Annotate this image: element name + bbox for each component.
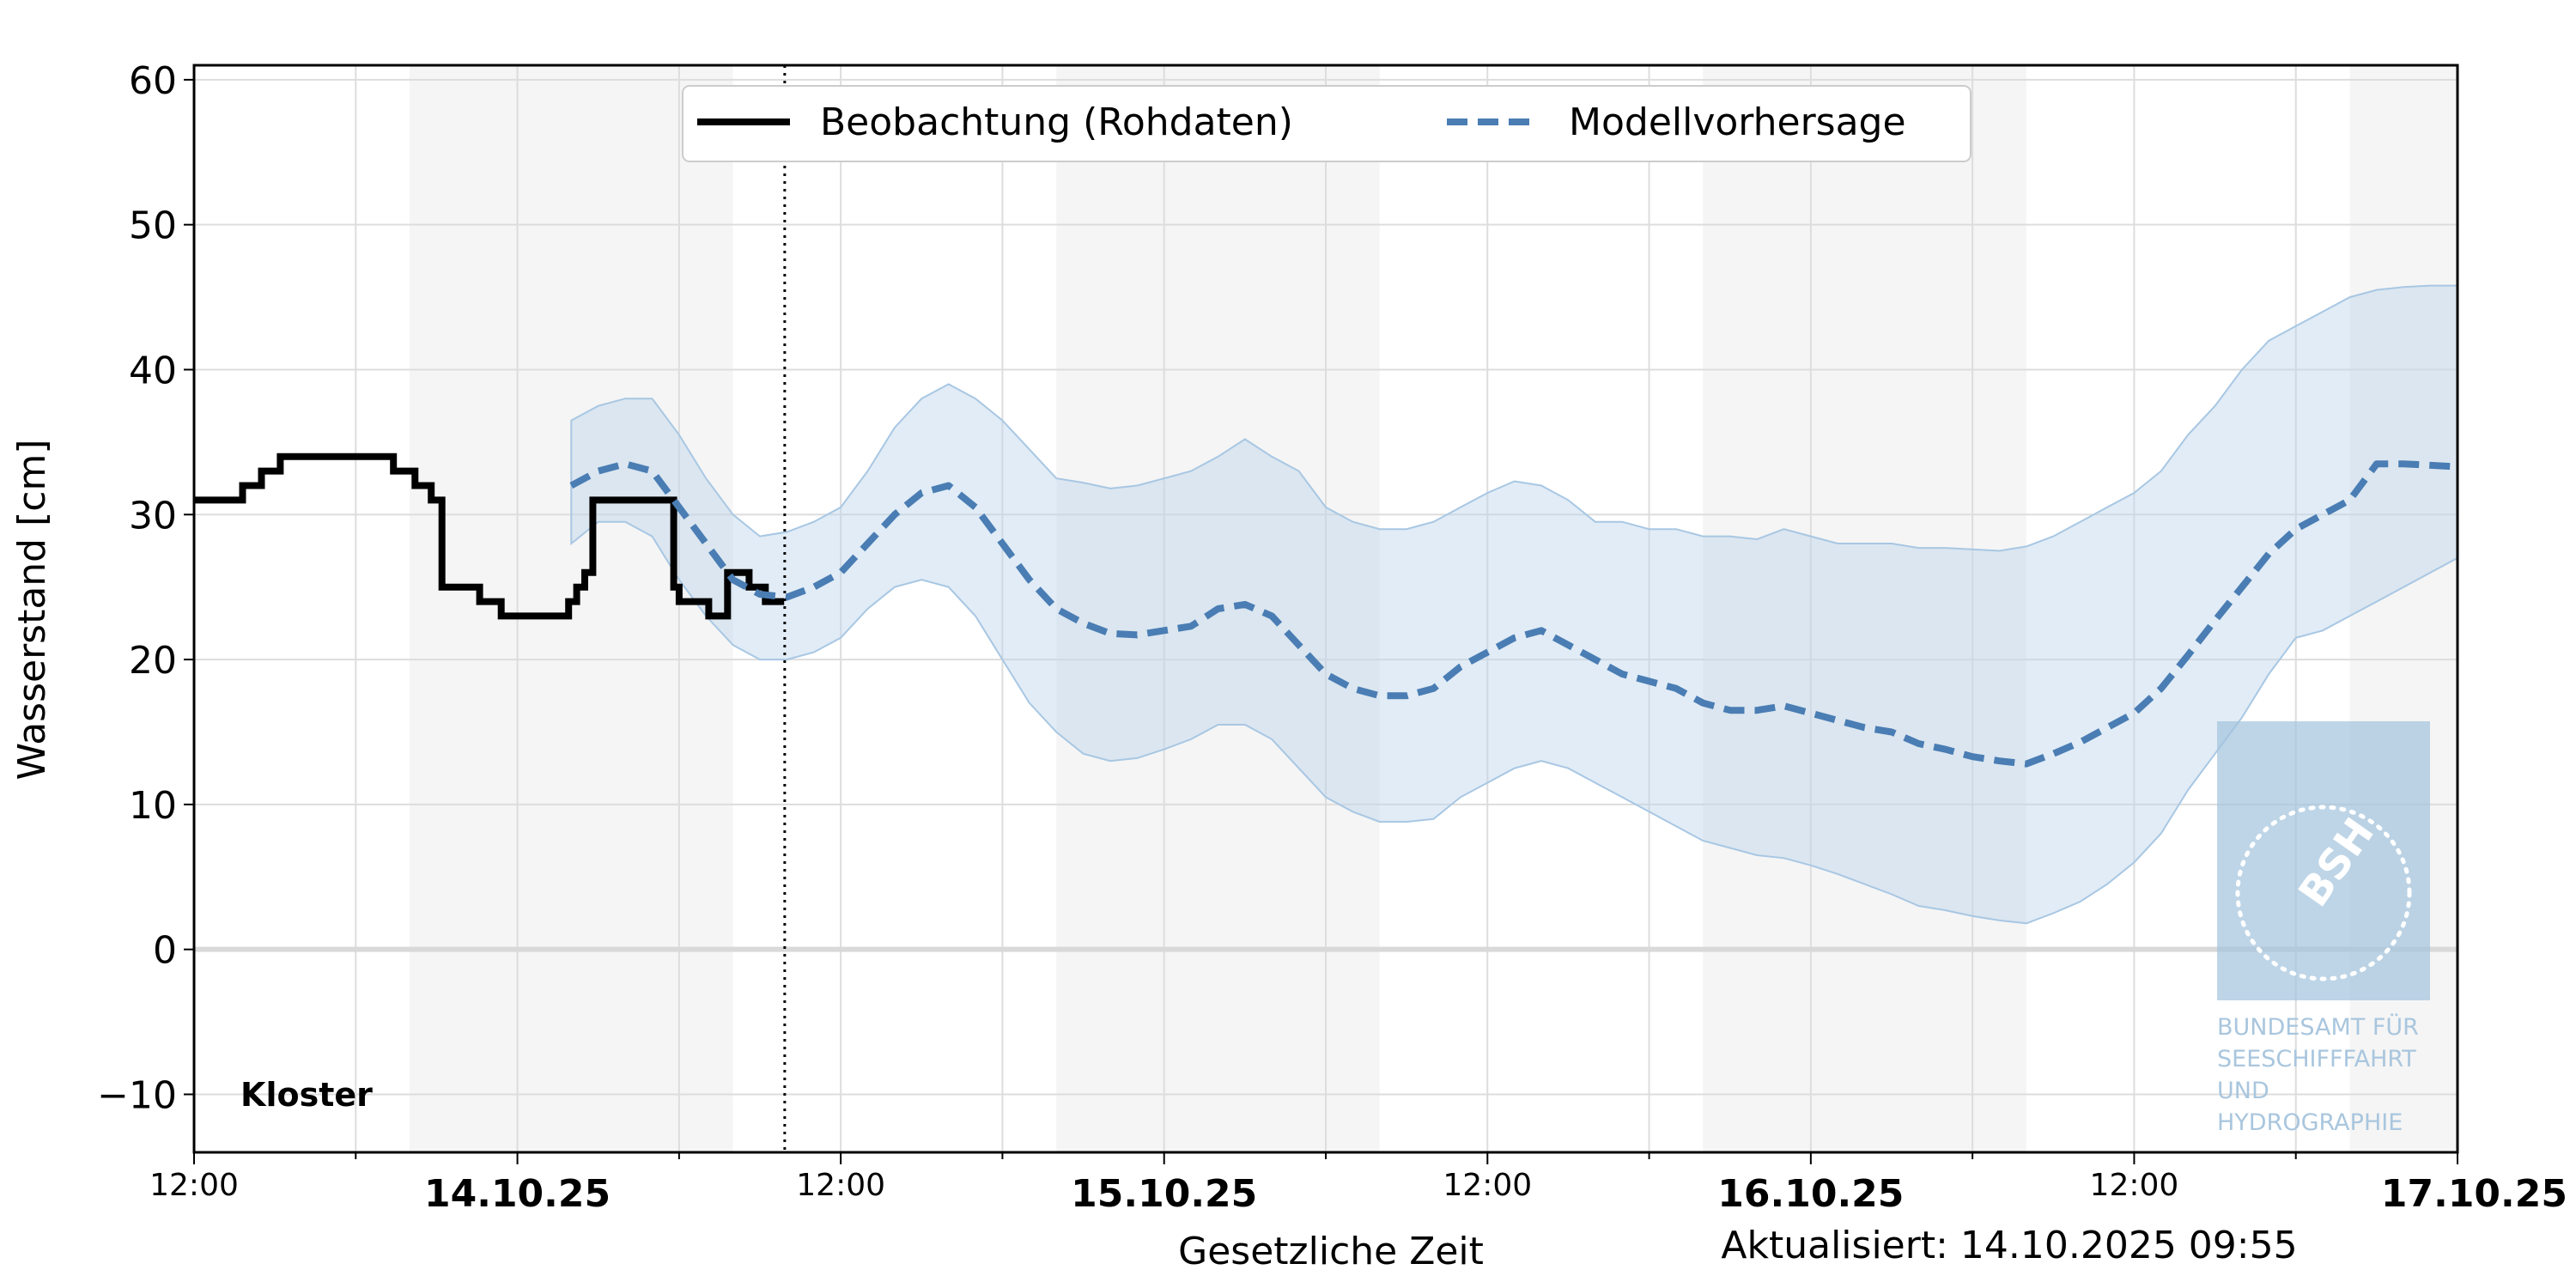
y-tick-label: −10 (97, 1073, 177, 1117)
watermark-line-1: SEESCHIFFFAHRT (2217, 1046, 2416, 1072)
x-tick-label: 12:00 (1443, 1168, 1532, 1203)
x-tick-label: 12:00 (2090, 1168, 2179, 1203)
x-tick-label: 12:00 (796, 1168, 885, 1203)
y-tick-label: 30 (129, 494, 177, 538)
series-observation (194, 453, 785, 620)
y-tick-label: 20 (129, 639, 177, 683)
y-axis-label: Wasserstand [cm] (10, 440, 54, 781)
legend-label-observation: Beobachtung (Rohdaten) (820, 100, 1293, 144)
x-tick-label: 12:00 (149, 1168, 239, 1203)
watermark-line-2: UND (2217, 1078, 2269, 1104)
series-forecast (569, 460, 2458, 768)
uncertainty-area (570, 284, 2458, 925)
x-tick-label: 15.10.25 (1071, 1172, 1257, 1216)
watermark-seal (2235, 805, 2412, 981)
y-tick-label: 50 (129, 204, 177, 248)
station-label: Kloster (240, 1076, 373, 1114)
watermark-line-0: BUNDESAMT FÜR (2217, 1013, 2419, 1041)
legend-box (682, 85, 1971, 162)
y-tick-label: 0 (153, 929, 177, 973)
tick-labels: −10 0 10 20 30 40 50 60 12:00 14.10.25 12:00 15.10.… (97, 59, 2567, 1216)
y-tick-label: 10 (129, 784, 177, 828)
y-tick-label: 60 (129, 59, 177, 103)
forecast-uncertainty-band (570, 284, 2458, 925)
x-tick-label: 14.10.25 (424, 1172, 611, 1216)
x-axis-label: Gesetzliche Zeit (1178, 1230, 1484, 1273)
watermark-box (2217, 721, 2430, 1000)
watermark-line-3: HYDROGRAPHIE (2217, 1109, 2403, 1136)
y-tick-label: 40 (129, 349, 177, 392)
legend-label-forecast: Modellvorhersage (1569, 100, 1906, 144)
x-tick-label: 17.10.25 (2381, 1172, 2567, 1216)
series-lines (194, 65, 2458, 1152)
legend: Beobachtung (Rohdaten) Modellvorhersage (682, 85, 1971, 162)
updated-label: Aktualisiert: 14.10.2025 09:55 (1721, 1224, 2297, 1267)
x-tick-label: 16.10.25 (1717, 1172, 1904, 1216)
